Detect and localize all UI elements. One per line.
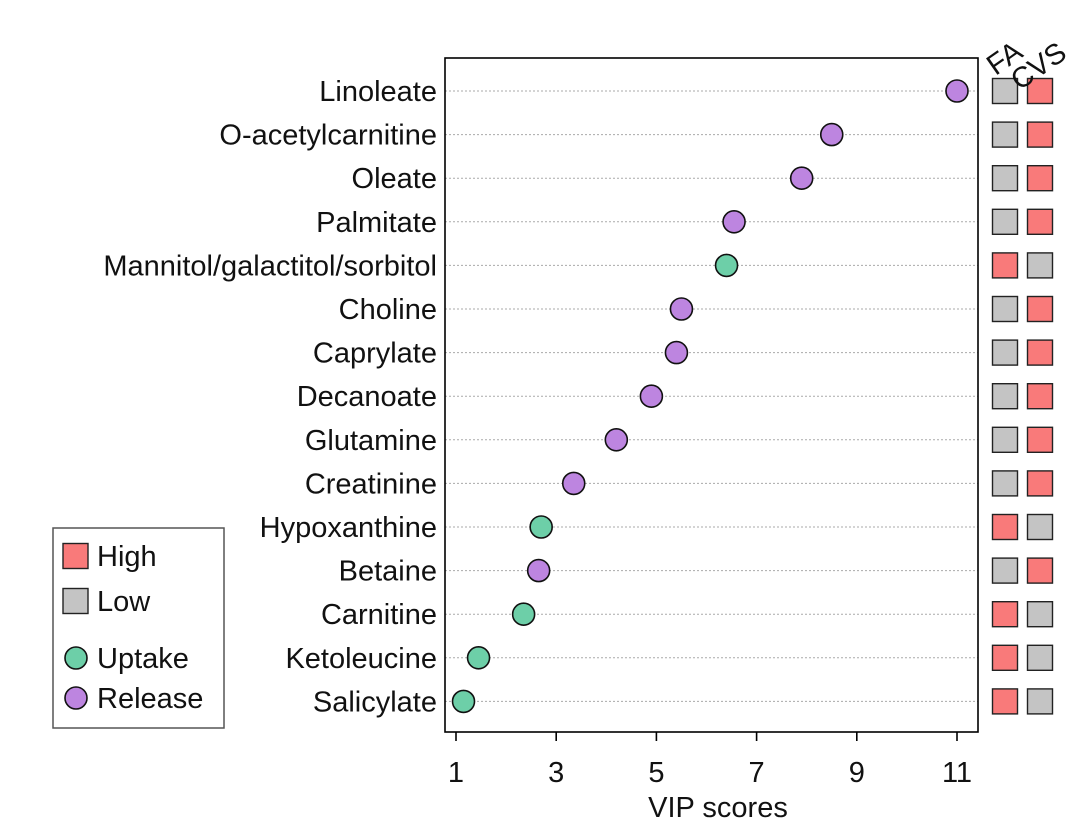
heat-square-fa-low <box>991 470 1019 497</box>
x-tick-label: 11 <box>942 757 972 789</box>
heat-square-fa-high <box>991 644 1019 671</box>
x-tick-label: 1 <box>448 757 464 789</box>
metabolite-label: Glutamine <box>305 425 437 457</box>
legend-swatch-high <box>62 542 89 570</box>
x-axis: 1 3 5 7 9 11 <box>448 732 972 789</box>
vip-point-release <box>945 79 969 103</box>
metabolite-label: Decanoate <box>297 381 437 413</box>
vip-point-release <box>722 210 746 234</box>
vip-point-uptake <box>451 689 476 714</box>
legend-label-high: High <box>97 541 157 573</box>
metabolite-label: Mannitol/galactitol/sorbitol <box>103 250 437 282</box>
heat-square-cvs-low <box>1026 601 1054 628</box>
vip-point-release <box>604 427 629 452</box>
heat-square-cvs-high <box>1026 295 1054 323</box>
heat-square-fa-low <box>991 339 1019 366</box>
metabolite-label: Carnitine <box>321 599 437 631</box>
heat-square-cvs-high <box>1026 426 1054 453</box>
heat-square-fa-low <box>991 557 1019 584</box>
vip-point-uptake <box>466 645 491 670</box>
x-tick-label: 3 <box>548 757 564 789</box>
legend-swatch-low <box>62 587 89 615</box>
heat-square-cvs-high <box>1026 77 1054 105</box>
metabolite-label: O-acetylcarnitine <box>219 120 437 152</box>
metabolite-label: Ketoleucine <box>285 643 437 675</box>
legend-swatch-release <box>64 686 88 710</box>
heat-square-fa-low <box>991 77 1019 105</box>
x-axis-label: VIP scores <box>648 792 788 819</box>
legend-label-low: Low <box>97 586 151 618</box>
heat-square-fa-low <box>991 208 1019 236</box>
heat-square-fa-high <box>991 601 1019 628</box>
vip-points <box>451 79 969 714</box>
vip-point-release <box>526 558 551 583</box>
vip-point-release <box>669 297 694 321</box>
vip-point-release <box>639 384 664 409</box>
heat-square-cvs-high <box>1026 339 1054 366</box>
metabolite-label: Linoleate <box>319 76 437 108</box>
heat-square-fa-high <box>991 688 1019 715</box>
vip-point-release <box>789 166 814 190</box>
metabolite-label: Hypoxanthine <box>260 512 437 544</box>
x-tick-label: 5 <box>648 757 664 789</box>
legend-label-release: Release <box>97 683 203 715</box>
x-tick-label: 9 <box>849 757 865 789</box>
metabolite-label: Betaine <box>339 556 437 588</box>
vip-point-uptake <box>529 515 553 539</box>
heat-square-fa-low <box>991 164 1019 192</box>
metabolite-label: Choline <box>339 294 437 326</box>
heat-square-cvs-low <box>1026 513 1054 541</box>
plot-frame <box>444 57 979 733</box>
vip-point-release <box>561 471 586 496</box>
heat-square-cvs-high <box>1026 383 1054 410</box>
legend: High Low Uptake Release <box>52 527 225 729</box>
metabolite-label: Creatinine <box>305 468 437 500</box>
metabolite-label: Palmitate <box>316 207 437 239</box>
vip-point-uptake <box>714 253 739 278</box>
heat-square-cvs-high <box>1026 208 1054 236</box>
heat-square-cvs-high <box>1026 121 1054 148</box>
heat-square-cvs-low <box>1026 252 1054 279</box>
metabolite-labels: Linoleate O-acetylcarnitine Oleate Palmitat… <box>103 76 437 718</box>
heat-square-fa-high <box>991 513 1019 541</box>
heat-square-cvs-low <box>1026 644 1054 671</box>
legend-swatch-uptake <box>64 646 88 670</box>
heat-square-fa-low <box>991 383 1019 410</box>
vip-point-release <box>819 122 844 147</box>
heat-square-cvs-low <box>1026 688 1054 715</box>
heat-square-cvs-high <box>1026 557 1054 584</box>
heat-square-cvs-high <box>1026 470 1054 497</box>
heat-square-fa-low <box>991 426 1019 453</box>
metabolite-label: Caprylate <box>313 338 437 370</box>
heat-square-cvs-high <box>1026 164 1054 192</box>
heat-square-fa-high <box>991 252 1019 279</box>
gridlines <box>445 90 978 702</box>
heat-squares <box>991 77 1054 715</box>
x-tick-label: 7 <box>749 757 765 789</box>
heat-square-fa-low <box>991 121 1019 148</box>
heat-square-fa-low <box>991 295 1019 323</box>
vip-point-uptake <box>511 602 536 627</box>
legend-label-uptake: Uptake <box>97 643 189 675</box>
vip-point-release <box>664 340 689 365</box>
metabolite-label: Salicylate <box>313 686 437 718</box>
metabolite-label: Oleate <box>352 163 437 195</box>
